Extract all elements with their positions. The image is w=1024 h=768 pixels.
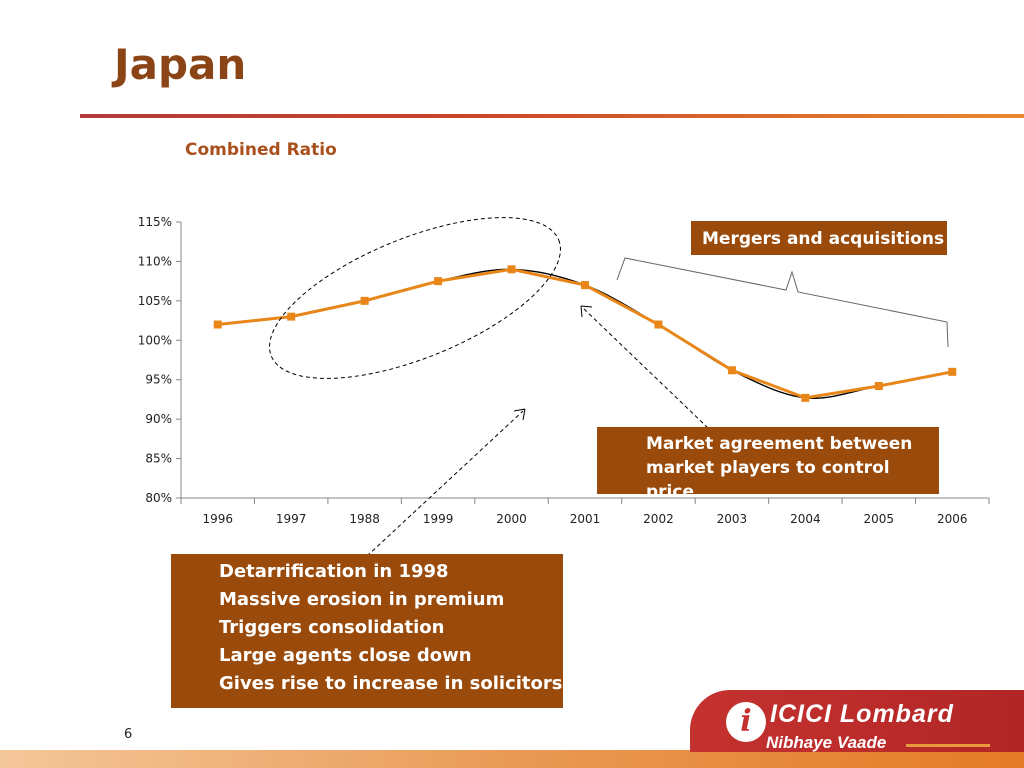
tagline-underline (906, 744, 990, 747)
y-tick-label: 105% (138, 294, 172, 308)
detar-arrow (366, 410, 524, 557)
data-point (874, 382, 883, 391)
data-point (581, 281, 589, 290)
detar-line-5: Gives rise to increase in solicitors (219, 673, 563, 694)
data-point (727, 366, 736, 375)
y-tick-label: 90% (145, 412, 172, 426)
y-tick-label: 100% (138, 333, 172, 347)
brand-name: ICICI Lombard (770, 700, 954, 728)
y-tick-label: 115% (138, 215, 172, 229)
x-tick-label: 2003 (717, 512, 748, 526)
x-tick-label: 1988 (349, 512, 380, 526)
detar-arrow-head (513, 408, 526, 421)
y-tick-label: 95% (145, 373, 172, 387)
x-tick-label: 2006 (937, 512, 968, 526)
page-title: Japan (114, 40, 247, 89)
x-tick-label: 2004 (790, 512, 821, 526)
data-point (287, 312, 296, 321)
data-point (434, 277, 443, 286)
data-point (948, 367, 957, 376)
market-arrow-head (580, 305, 593, 318)
y-tick-label: 80% (145, 491, 172, 505)
x-tick-label: 2002 (643, 512, 674, 526)
y-tick-label: 85% (145, 452, 172, 466)
y-tick-label: 110% (138, 254, 172, 268)
detarrification-callout: Detarrification in 1998 Massive erosion … (171, 554, 563, 708)
x-tick-label: 1996 (202, 512, 233, 526)
icici-logo-icon: i (726, 702, 766, 742)
market-agreement-callout: Market agreement between market players … (597, 427, 939, 494)
brand-tagline: Nibhaye Vaade (766, 733, 887, 752)
data-point (654, 320, 663, 329)
data-point (507, 265, 516, 274)
page-number: 6 (124, 727, 133, 742)
x-tick-label: 1997 (276, 512, 307, 526)
chart-title: Combined Ratio (185, 140, 337, 160)
data-point (360, 296, 369, 305)
x-tick-label: 2005 (864, 512, 895, 526)
market-agreement-text: Market agreement between market players … (646, 434, 913, 494)
detar-line-1: Detarrification in 1998 (219, 561, 449, 582)
detar-line-4: Large agents close down (219, 645, 472, 666)
mergers-callout: Mergers and acquisitions (691, 221, 947, 255)
data-point (801, 393, 810, 402)
market-arrow (582, 307, 709, 429)
data-point (213, 320, 222, 329)
footer-bar (0, 750, 1024, 768)
highlight-ellipse (269, 217, 561, 379)
x-tick-label: 2000 (496, 512, 527, 526)
mergers-brace (616, 257, 949, 348)
mergers-callout-text: Mergers and acquisitions (702, 229, 945, 249)
title-divider (80, 114, 1024, 118)
x-tick-label: 2001 (570, 512, 601, 526)
detar-line-2: Massive erosion in premium (219, 589, 505, 610)
x-tick-label: 1999 (423, 512, 454, 526)
detar-line-3: Triggers consolidation (219, 617, 445, 638)
